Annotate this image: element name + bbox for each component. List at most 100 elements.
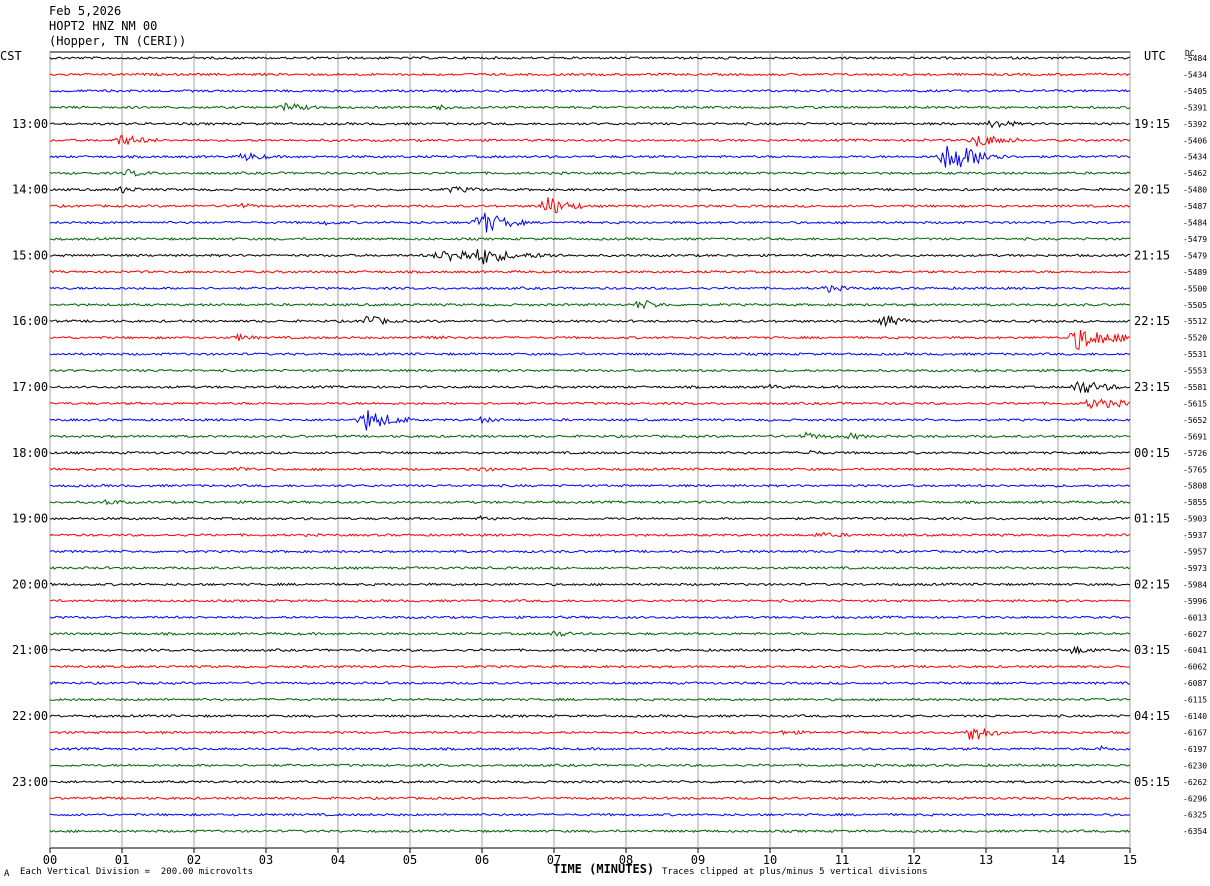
trace-row	[49, 398, 1131, 410]
trace-row	[49, 664, 1131, 669]
trace-row	[49, 727, 1131, 740]
dc-offset-label: -5615	[1183, 399, 1207, 408]
trace-row	[49, 549, 1131, 554]
dc-offset-label: -6354	[1183, 827, 1207, 836]
x-tick-label: 00	[43, 853, 57, 867]
dc-offset-label: -6262	[1183, 778, 1207, 787]
dc-offset-label: -5520	[1183, 334, 1207, 343]
trace-row	[49, 102, 1131, 112]
right-zone-label: UTC	[1144, 49, 1166, 63]
trace-row	[49, 483, 1131, 488]
trace-row	[49, 134, 1131, 147]
x-tick-label: 06	[475, 853, 489, 867]
dc-offset-label: -5434	[1183, 70, 1207, 79]
dc-offset-label: -5984	[1183, 580, 1207, 589]
traces	[49, 56, 1131, 834]
scale-note: Each Vertical Division = 200.00 microvol…	[20, 867, 253, 877]
trace-row	[49, 56, 1131, 61]
trace-row	[49, 410, 1131, 431]
dc-offset-label: -5479	[1183, 251, 1207, 260]
trace-row	[49, 72, 1131, 77]
right-hour-label: 21:15	[1134, 248, 1170, 262]
x-tick-label: 04	[331, 853, 345, 867]
left-hour-label: 20:00	[12, 577, 48, 591]
dc-offset-label: -5531	[1183, 350, 1207, 359]
trace-row	[50, 598, 1131, 603]
right-hour-label: 22:15	[1134, 314, 1170, 328]
right-hour-label: 19:15	[1134, 117, 1170, 131]
dc-offset-label: -5480	[1183, 186, 1207, 195]
trace-row	[49, 299, 1131, 310]
trace-row	[49, 515, 1131, 521]
axis-labels: 00 01 02 03 04 05 06 07 08 09 10 11 12 13 14 15 -5484 -54…	[12, 54, 1207, 867]
x-tick-label: 08	[619, 853, 633, 867]
trace-row	[49, 212, 1131, 233]
left-hour-label: 22:00	[12, 709, 48, 723]
x-tick-label: 01	[115, 853, 129, 867]
trace-row	[49, 681, 1130, 686]
trace-row	[49, 249, 1131, 265]
clip-note: Traces clipped at plus/minus 5 vertical …	[662, 867, 928, 877]
right-hour-label: 23:15	[1134, 380, 1170, 394]
dc-offset-label: -5726	[1183, 449, 1207, 458]
right-hour-label: 20:15	[1134, 183, 1170, 197]
dc-offset-label: -5808	[1183, 482, 1207, 491]
right-hour-label: 00:15	[1134, 446, 1170, 460]
trace-row	[49, 381, 1131, 394]
dc-offset-label: -5691	[1183, 432, 1207, 441]
x-tick-label: 07	[547, 853, 561, 867]
right-hour-label: 04:15	[1134, 709, 1170, 723]
trace-row	[49, 285, 1131, 293]
trace-row	[49, 697, 1131, 702]
trace-row	[49, 630, 1131, 637]
dc-offset-label: -5652	[1183, 416, 1207, 425]
trace-row	[49, 88, 1131, 93]
header-location: (Hopper, TN (CERI))	[49, 34, 187, 48]
dc-offset-label: -5553	[1183, 367, 1207, 376]
dc-offset-label: -5391	[1183, 103, 1207, 112]
left-hour-label: 14:00	[12, 183, 48, 197]
dc-offset-label: -6167	[1183, 728, 1207, 737]
trace-row	[49, 236, 1131, 241]
header-station: HOPT2 HNZ NM 00	[49, 19, 158, 33]
plot-frame	[49, 51, 1131, 849]
dc-offset-label: -5973	[1183, 564, 1207, 573]
x-tick-label: 05	[403, 853, 417, 867]
trace-row	[49, 499, 1131, 506]
right-hour-label: 01:15	[1134, 512, 1170, 526]
dc-offset-label: -5500	[1183, 284, 1207, 293]
left-hour-label: 21:00	[12, 643, 48, 657]
trace-row	[49, 714, 1131, 718]
trace-row	[49, 269, 1131, 274]
x-tick-label: 15	[1123, 853, 1137, 867]
x-tick-label: 12	[907, 853, 921, 867]
trace-row	[49, 145, 1131, 168]
left-hour-label: 13:00	[12, 117, 48, 131]
left-hour-label: 19:00	[12, 512, 48, 526]
dc-offset-label: -5512	[1183, 317, 1207, 326]
dc-offset-label: -6296	[1183, 794, 1207, 803]
x-tick-label: 14	[1051, 853, 1065, 867]
x-axis-title: TIME (MINUTES)	[553, 862, 655, 876]
right-hour-label: 05:15	[1134, 775, 1170, 789]
trace-row	[49, 796, 1131, 801]
trace-row	[49, 466, 1131, 472]
trace-row	[49, 449, 1131, 455]
left-hour-label: 23:00	[12, 775, 48, 789]
left-hour-label: 17:00	[12, 380, 48, 394]
trace-row	[49, 582, 1131, 587]
trace-row	[49, 352, 1131, 357]
trace-row	[49, 368, 1131, 373]
dc-offset-label: -6087	[1183, 679, 1207, 688]
header-date: Feb 5,2026	[49, 4, 122, 18]
dc-offset-label: -5392	[1183, 120, 1207, 129]
right-hour-label: 02:15	[1134, 577, 1170, 591]
trace-row	[49, 615, 1131, 620]
dc-offset-label: -5581	[1183, 383, 1207, 392]
trace-row	[49, 431, 1131, 441]
corner-mark: A	[4, 869, 10, 879]
dc-offset-label: -6062	[1183, 663, 1207, 672]
x-tick-label: 10	[763, 853, 777, 867]
x-tick-label: 02	[187, 853, 201, 867]
